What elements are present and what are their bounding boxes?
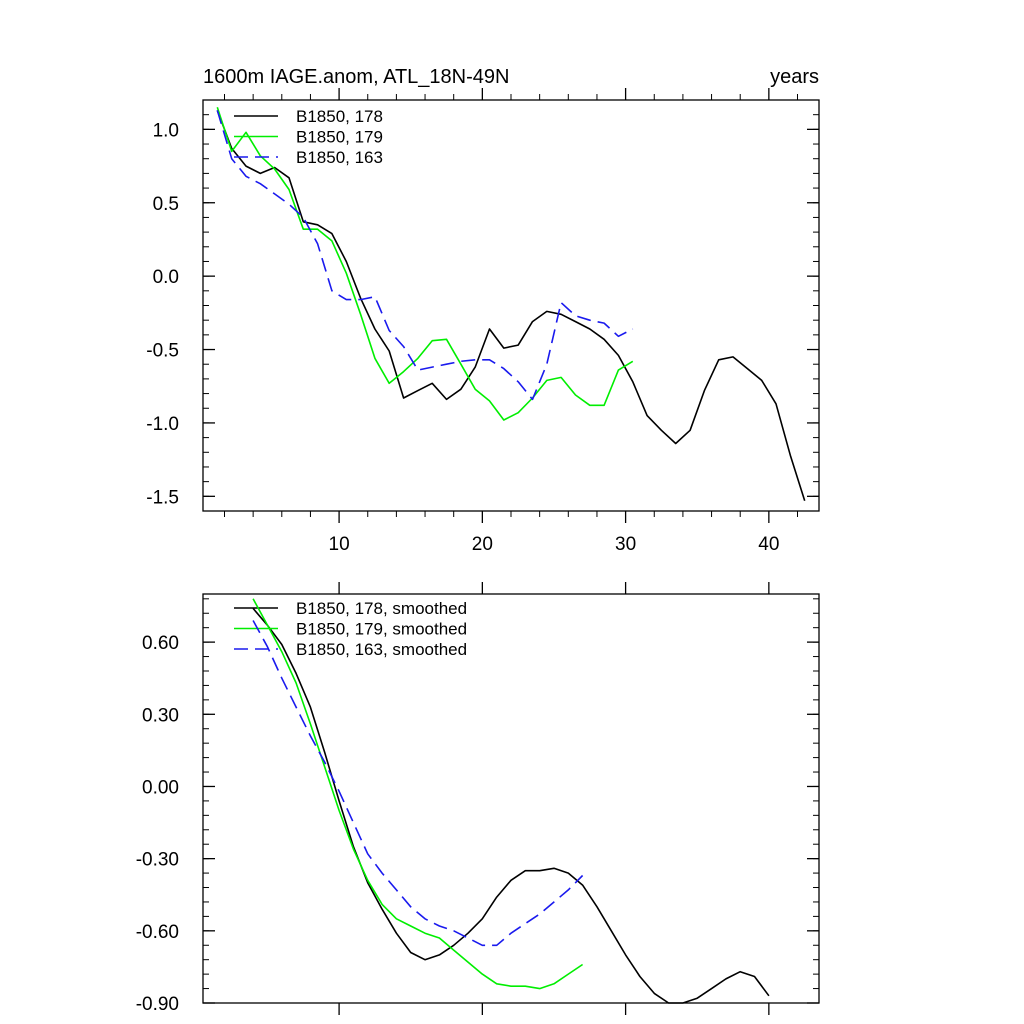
y-tick-label: -0.90 [136,994,179,1015]
x-tick-label: 40 [758,534,779,555]
legend-label-1: B1850, 179, smoothed [296,620,467,639]
y-tick-label: -1.5 [146,487,179,508]
bottom-panel: 0.60 0.30 0.00 -0.30 -0.60 -0.90 B1850, 178, s… [136,582,820,1015]
legend-label-0: B1850, 178 [296,107,383,126]
series-line-0 [216,110,806,501]
y-tick-label: -0.30 [136,850,179,871]
series-line-0 [252,607,770,1004]
y-tick-label: 0.00 [142,777,179,798]
y-tick-label: 0.60 [142,633,179,654]
y-tick-label: 0.0 [153,267,179,288]
series-line-1 [216,107,634,421]
legend-label-0: B1850, 178, smoothed [296,599,467,618]
top-panel: 1.0 0.5 0.0 -0.5 -1.0 -1.5 10 20 30 40 B1850, 178 B… [146,88,820,555]
series-line-2 [216,110,634,401]
legend-label-2: B1850, 163, smoothed [296,640,467,659]
legend-label-1: B1850, 179 [296,128,383,147]
units-label: years [770,66,819,88]
y-tick-label: 0.30 [142,705,179,726]
y-tick-label: 1.0 [153,120,179,141]
x-tick-label: 20 [472,534,493,555]
y-tick-label: 0.5 [153,194,179,215]
x-tick-label: 30 [615,534,636,555]
y-tick-label: -1.0 [146,414,179,435]
y-tick-label: -0.5 [146,341,179,362]
series-line-2 [252,620,584,947]
y-tick-label: -0.60 [136,922,179,943]
chart-title: 1600m IAGE.anom, ATL_18N-49N [203,66,509,88]
plot-frame [202,593,820,1004]
legend-label-2: B1850, 163 [296,148,383,167]
series-line-1 [252,598,584,990]
x-tick-label: 10 [329,534,350,555]
